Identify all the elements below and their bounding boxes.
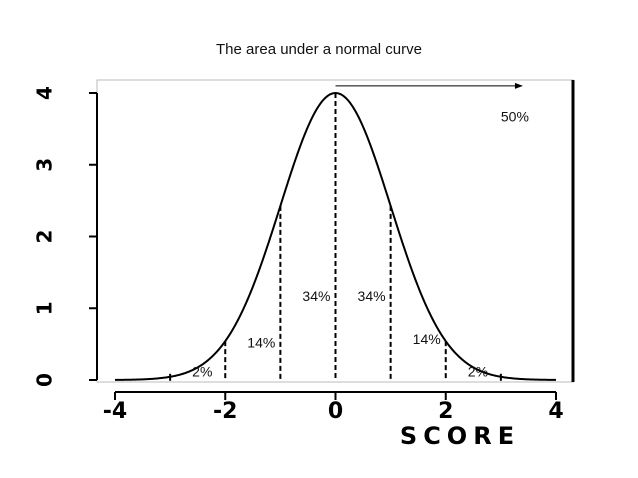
sd-markers <box>169 93 502 381</box>
x-tick-label: -4 <box>103 399 127 424</box>
chart-title: The area under a normal curve <box>216 41 422 58</box>
y-tick-label: 3 <box>33 158 57 172</box>
half-area-arrow <box>335 82 523 89</box>
y-tick-label: 4 <box>33 86 57 100</box>
y-tick-label: 1 <box>33 301 57 315</box>
x-axis: -4 -2 0 2 4 <box>103 391 564 424</box>
percent-label: 34% <box>302 288 330 304</box>
percent-label: 14% <box>413 331 441 347</box>
y-axis: 0 1 2 3 4 <box>33 86 98 387</box>
x-tick-label: 4 <box>548 399 563 424</box>
y-tick-label: 0 <box>33 373 57 387</box>
y-tick-label: 2 <box>33 230 57 244</box>
percent-label: 14% <box>247 335 275 351</box>
x-tick-label: -2 <box>213 399 237 424</box>
percent-label: 2% <box>192 363 212 379</box>
percent-labels: 50% 34% 34% 14% 14% 2% 2% <box>192 109 529 380</box>
percent-label: 34% <box>358 288 386 304</box>
percent-label: 2% <box>468 363 488 379</box>
x-tick-label: 0 <box>328 399 343 424</box>
x-tick-label: 2 <box>438 399 453 424</box>
percent-label: 50% <box>501 109 529 125</box>
arrow-head <box>514 82 523 89</box>
x-axis-label: SCORE <box>400 422 520 450</box>
